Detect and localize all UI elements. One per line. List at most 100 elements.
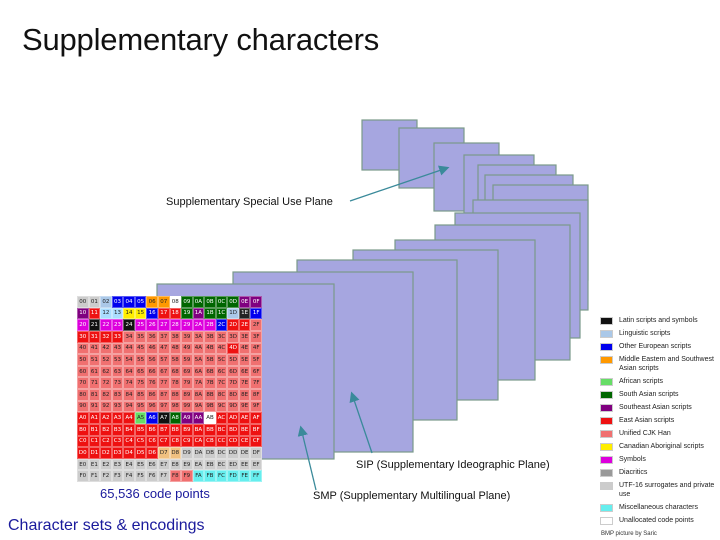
bmp-cell: 3C: [215, 330, 228, 343]
bmp-cell: 8E: [238, 389, 251, 401]
slide-footer: Character sets & encodings: [8, 517, 205, 534]
legend-item: Linguistic scripts: [600, 329, 718, 338]
bmp-cell: F6: [146, 470, 158, 482]
bmp-cell: 28: [169, 319, 182, 331]
bmp-cell: A0: [77, 412, 89, 424]
bmp-cell: 8B: [204, 389, 216, 401]
bmp-cell: 9A: [192, 400, 205, 413]
bmp-cell: DC: [215, 447, 228, 459]
bmp-cell: 57: [157, 354, 170, 366]
bmp-cell: F7: [157, 470, 170, 482]
bmp-cell: 88: [169, 389, 182, 401]
bmp-cell: 5D: [227, 354, 239, 366]
bmp-cell: D3: [111, 447, 124, 459]
bmp-cell: E8: [169, 458, 182, 471]
bmp-cell: FC: [215, 470, 228, 482]
sip-arrow: [349, 391, 373, 454]
bmp-cell: 0E: [238, 296, 251, 308]
bmp-cell: CC: [215, 435, 228, 448]
legend-label: East Asian scripts: [619, 417, 675, 424]
bmp-cell: 12: [100, 307, 112, 320]
legend-item: Canadian Aboriginal scripts: [600, 442, 718, 451]
bmp-cell: EA: [192, 458, 205, 471]
legend-item: Unallocated code points: [600, 516, 718, 525]
bmp-cell: 1D: [227, 307, 239, 320]
bmp-cell: 11: [88, 307, 101, 320]
bmp-cell: E2: [100, 458, 112, 471]
bmp-cell: 24: [123, 319, 135, 331]
bmp-cell: 01: [88, 296, 101, 308]
bmp-cell: 7C: [215, 377, 228, 389]
bmp-cell: 40: [77, 342, 89, 355]
bmp-cell: B7: [157, 423, 170, 436]
bmp-cell: 27: [157, 319, 170, 331]
bmp-cell: CF: [250, 435, 262, 448]
legend-swatch: [600, 391, 613, 399]
bmp-cell: 5F: [250, 354, 262, 366]
bmp-cell: 29: [181, 319, 193, 331]
bmp-cell: 9F: [250, 400, 262, 413]
bmp-cell: F1: [88, 470, 101, 482]
legend-swatch: [600, 430, 613, 438]
bmp-cell: 0B: [204, 296, 216, 308]
bmp-cell: BF: [250, 423, 262, 436]
bmp-cell: 89: [181, 389, 193, 401]
bmp-caption: 65,536 code points: [100, 486, 210, 501]
legend-label: UTF-16 surrogates and private use: [619, 482, 715, 498]
bmp-credit: BMP picture by Saric: [601, 531, 657, 537]
bmp-cell: A8: [169, 412, 182, 424]
smp-label: SMP (Supplementary Multilingual Plane): [313, 490, 511, 502]
bmp-cell: 44: [123, 342, 135, 355]
bmp-cell: 75: [134, 377, 147, 389]
bmp-cell: 74: [123, 377, 135, 389]
bmp-cell: AE: [238, 412, 251, 424]
bmp-cell: AF: [250, 412, 262, 424]
bmp-cell: 26: [146, 319, 158, 331]
bmp-cell: 35: [134, 330, 147, 343]
bmp-cell: 7A: [192, 377, 205, 389]
bmp-cell: B8: [169, 423, 182, 436]
legend-label: African scripts: [619, 378, 663, 385]
bmp-cell: 20: [77, 319, 89, 331]
bmp-cell: 15: [134, 307, 147, 320]
bmp-cell: 2D: [227, 319, 239, 331]
bmp-cell: 3D: [227, 330, 239, 343]
bmp-cell: 47: [157, 342, 170, 355]
legend-item: Southeast Asian scripts: [600, 403, 718, 412]
bmp-cell: B6: [146, 423, 158, 436]
legend-swatch: [600, 504, 613, 512]
bmp-cell: 14: [123, 307, 135, 320]
bmp-cell: 71: [88, 377, 101, 389]
bmp-cell: 1B: [204, 307, 216, 320]
bmp-cell: 51: [88, 354, 101, 366]
bmp-cell: 7F: [250, 377, 262, 389]
bmp-cell: 00: [77, 296, 89, 308]
legend-label: South Asian scripts: [619, 391, 679, 398]
bmp-cell: A4: [123, 412, 135, 424]
bmp-cell: 61: [88, 365, 101, 378]
bmp-cell: 4A: [192, 342, 205, 355]
bmp-cell: 52: [100, 354, 112, 366]
bmp-cell: 4B: [204, 342, 216, 355]
bmp-cell: 95: [134, 400, 147, 413]
legend-swatch: [600, 330, 613, 338]
bmp-cell: 3A: [192, 330, 205, 343]
bmp-cell: 59: [181, 354, 193, 366]
bmp-cell: D1: [88, 447, 101, 459]
legend-label: Diacritics: [619, 469, 648, 476]
bmp-cell: EB: [204, 458, 216, 471]
bmp-cell: C9: [181, 435, 193, 448]
legend-label: Miscellaneous characters: [619, 504, 698, 511]
bmp-cell: 17: [157, 307, 170, 320]
bmp-cell: 7D: [227, 377, 239, 389]
bmp-cell: 3F: [250, 330, 262, 343]
bmp-cell: 1E: [238, 307, 251, 320]
bmp-cell: 48: [169, 342, 182, 355]
legend-item: Symbols: [600, 455, 718, 464]
bmp-cell: 32: [100, 330, 112, 343]
legend-label: Symbols: [619, 456, 646, 463]
slide-title: Supplementary characters: [22, 22, 380, 57]
bmp-cell: B5: [134, 423, 147, 436]
bmp-cell: 9D: [227, 400, 239, 413]
bmp-cell: 46: [146, 342, 158, 355]
